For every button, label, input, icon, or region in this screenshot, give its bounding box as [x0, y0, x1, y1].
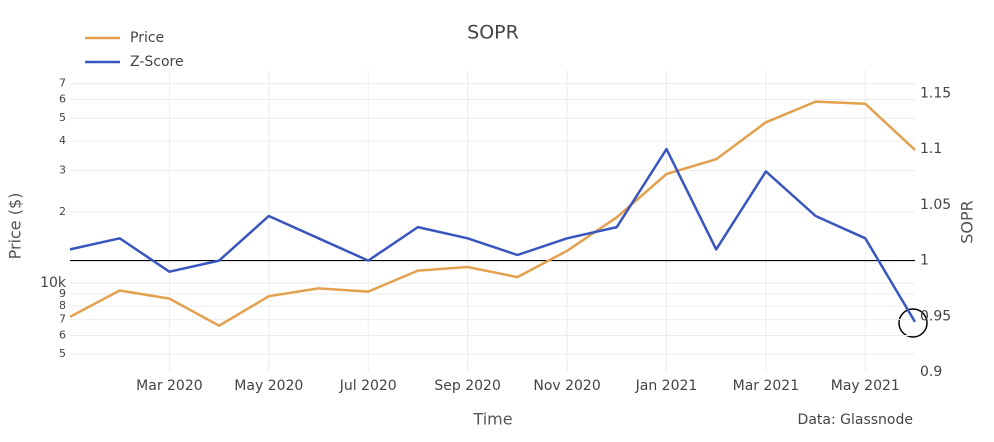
- y-tick-label: 6: [59, 328, 66, 341]
- grid: [70, 70, 915, 372]
- source-note: Data: Glassnode: [798, 412, 913, 428]
- y-tick-label: 8: [59, 299, 66, 312]
- x-tick-label: Nov 2020: [533, 378, 600, 394]
- legend-label: Z-Score: [130, 54, 184, 70]
- y2-tick-label: 1.05: [920, 197, 951, 213]
- series-line: [69, 147, 917, 323]
- x-tick-label: May 2021: [831, 378, 900, 394]
- series-line: [69, 100, 916, 327]
- y-tick-label: 7: [59, 77, 66, 90]
- y-tick-label: 4: [59, 134, 66, 147]
- y2-tick-label: 1.15: [920, 85, 951, 101]
- y2-tick-label: 1.1: [920, 141, 942, 157]
- x-axis-title: Time: [472, 410, 512, 429]
- y-tick-label: 6: [59, 92, 66, 105]
- y-axis-title: Price ($): [6, 193, 25, 260]
- y-tick-label: 2: [59, 205, 66, 218]
- y2-tick-label: 1: [920, 253, 929, 269]
- x-tick-label: Mar 2020: [136, 378, 203, 394]
- x-tick-label: May 2020: [234, 378, 303, 394]
- x-tick-label: Sep 2020: [434, 378, 500, 394]
- x-tick-label: Jul 2020: [339, 378, 397, 394]
- y-tick-label: 9: [59, 287, 66, 300]
- chart-title: SOPR: [467, 22, 519, 44]
- y2-tick-label: 0.95: [920, 308, 951, 324]
- y-tick-label: 7: [59, 313, 66, 326]
- highlight-circle: [898, 308, 928, 338]
- y-tick-label: 5: [59, 111, 66, 124]
- y-tick-label: 5: [59, 347, 66, 360]
- x-tick-label: Jan 2021: [635, 378, 698, 394]
- y2-axis-title: SOPR: [958, 200, 977, 244]
- y2-tick-label: 0.9: [920, 364, 942, 380]
- x-tick-label: Mar 2021: [733, 378, 800, 394]
- legend-label: Price: [130, 30, 164, 46]
- y-tick-label: 10k: [40, 275, 67, 291]
- y-tick-label: 3: [59, 164, 66, 177]
